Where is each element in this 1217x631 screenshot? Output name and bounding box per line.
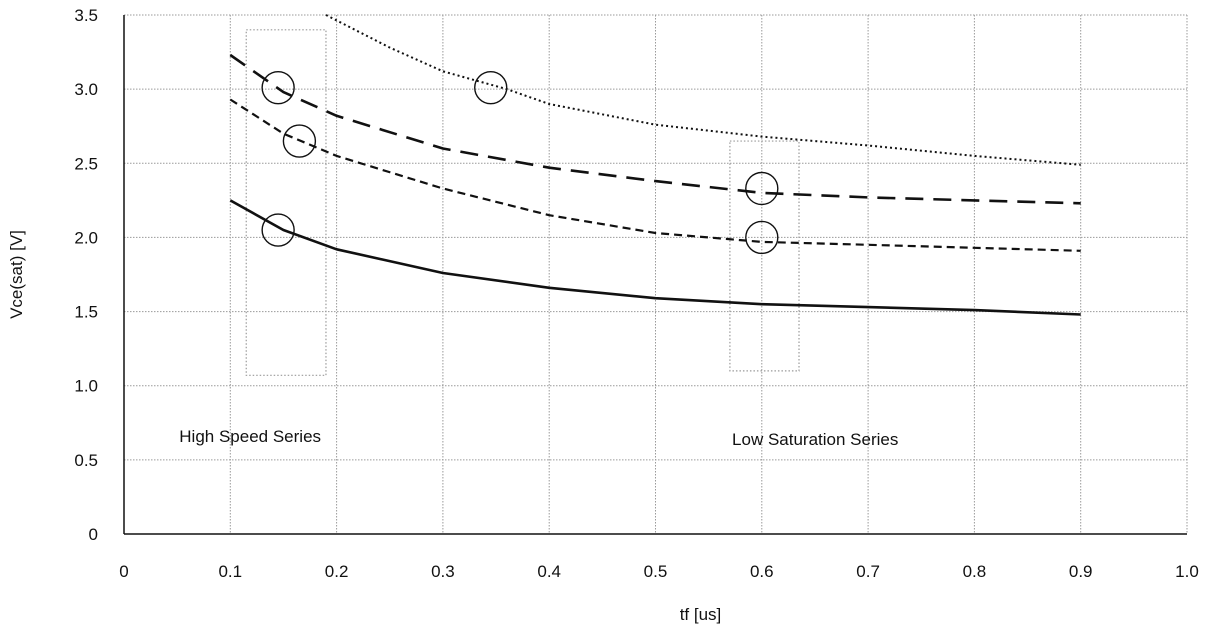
x-tick-label: 0.5 [644,562,668,581]
y-tick-label: 1.5 [74,303,98,322]
highlight-regions [245,29,800,376]
circle-marker [474,70,508,105]
x-tick-label: 0.9 [1069,562,1093,581]
y-tick-label: 1.0 [74,377,98,396]
y-tick-label: 0.5 [74,451,98,470]
annotation-label: Low Saturation Series [732,430,898,449]
annotations: High Speed Series Low Saturation Series [179,427,898,449]
series-line-dotted [325,14,1081,166]
series-lines [229,14,1081,316]
series-line-solid [229,199,1081,316]
y-tick-label: 3.5 [74,6,98,25]
x-tick-label: 0.6 [750,562,774,581]
x-tick-label: 1.0 [1175,562,1199,581]
axes [123,15,1187,535]
circle-marker [745,220,779,255]
y-tick-label: 0 [89,525,98,544]
highlight-region [245,29,327,376]
y-axis-title: Vce(sat) [V] [7,230,26,319]
series-markers [261,70,779,255]
x-axis-title: tf [us] [680,605,722,624]
circle-marker [261,213,295,247]
tick-labels: 0 0.1 0.2 0.3 0.4 0.5 0.6 0.7 0.8 0.9 1.0 0 0.5 1.0 1.… [74,6,1198,581]
x-tick-label: 0.1 [218,562,242,581]
circle-marker [745,171,779,206]
annotation-label: High Speed Series [179,427,321,446]
x-tick-label: 0.3 [431,562,455,581]
x-tick-label: 0.4 [537,562,561,581]
y-tick-label: 2.0 [74,228,98,247]
circle-marker [282,124,317,158]
series-line-long-dash [229,53,1081,205]
y-tick-label: 3.0 [74,80,98,99]
x-tick-label: 0 [119,562,128,581]
highlight-region [729,140,800,372]
x-tick-label: 0.7 [856,562,880,581]
circle-marker [261,70,295,105]
y-tick-label: 2.5 [74,154,98,173]
x-tick-label: 0.2 [325,562,349,581]
x-tick-label: 0.8 [963,562,987,581]
series-line-short-dash [229,98,1081,252]
